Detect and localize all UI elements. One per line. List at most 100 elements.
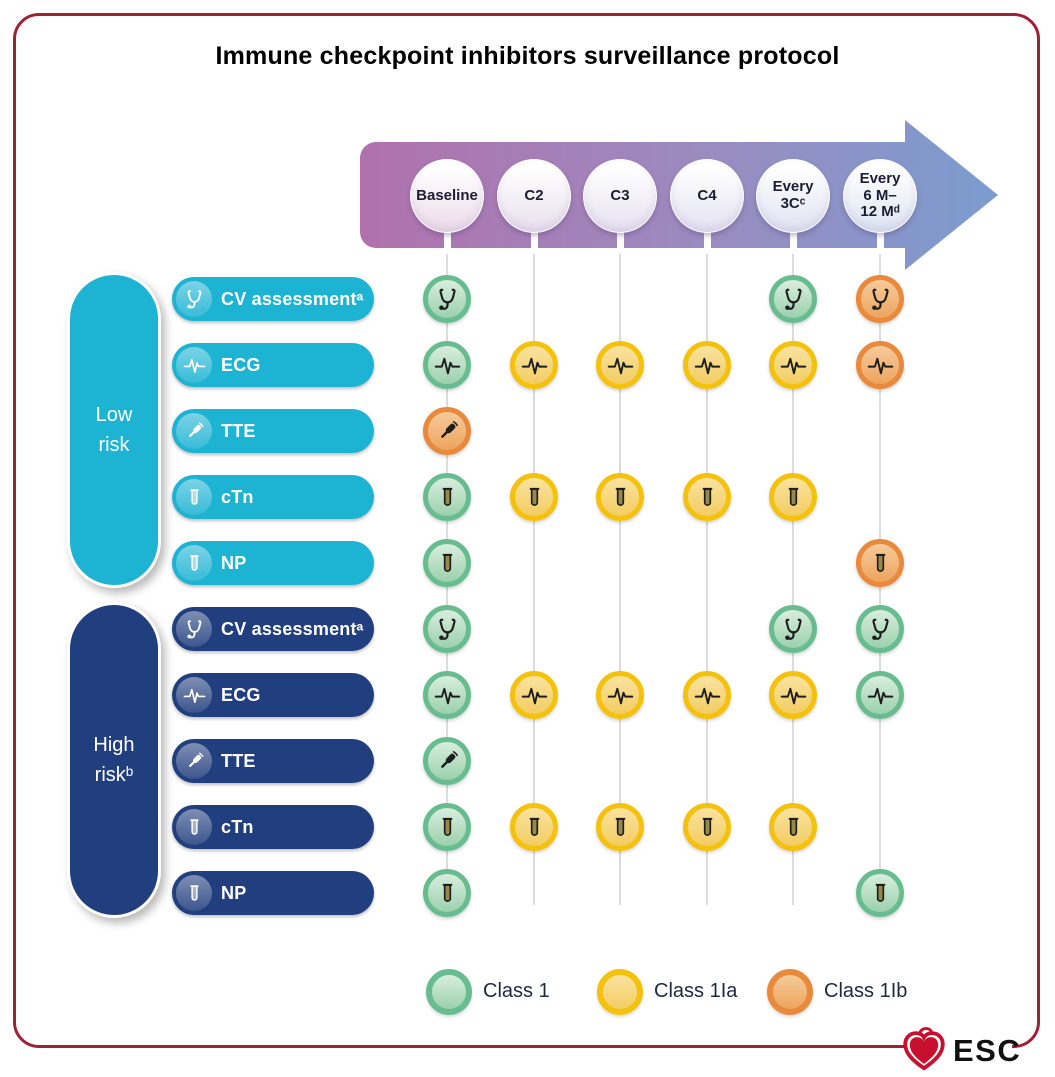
matrix-cell-class2a xyxy=(683,803,731,851)
ecg-icon xyxy=(176,677,212,713)
timeline-step-label: C3 xyxy=(610,186,630,204)
row-pill: TTE xyxy=(172,739,374,783)
timeline-stem xyxy=(703,227,711,254)
legend-dot-class2a xyxy=(597,969,643,1015)
row-pill: ECG xyxy=(172,673,374,717)
matrix-cell-class2a xyxy=(769,803,817,851)
timeline-stem xyxy=(443,227,451,254)
tube-icon xyxy=(176,809,212,845)
timeline-step: Baseline xyxy=(410,159,484,233)
matrix-cell-class1 xyxy=(769,275,817,323)
row-pill-label: TTE xyxy=(221,420,256,441)
row-pill: ECG xyxy=(172,343,374,387)
matrix-cell-class2a xyxy=(769,671,817,719)
stethoscope-icon xyxy=(176,611,212,647)
matrix-cell-class1 xyxy=(423,473,471,521)
matrix-cell-class1 xyxy=(423,275,471,323)
legend-label: Class 1 xyxy=(483,980,550,1002)
row-pill-label: cTn xyxy=(221,816,254,837)
timeline-stem xyxy=(876,227,884,254)
row-pill-label: NP xyxy=(221,552,247,573)
column-gridline xyxy=(619,252,621,905)
row-pill-label: CV assessmentᵃ xyxy=(221,288,364,309)
matrix-cell-class2a xyxy=(510,671,558,719)
timeline-step: Every 6 M– 12 Mᵈ xyxy=(843,159,917,233)
column-gridline xyxy=(533,252,535,905)
matrix-cell-class2a xyxy=(596,473,644,521)
risk-group-label: Low risk xyxy=(95,404,133,456)
timeline-step-label: C4 xyxy=(697,186,717,204)
matrix-cell-class1 xyxy=(423,737,471,785)
matrix-cell-class2a xyxy=(683,671,731,719)
matrix-cell-class1 xyxy=(423,869,471,917)
column-gridline xyxy=(792,252,794,905)
row-pill: CV assessmentᵃ xyxy=(172,607,374,651)
matrix-cell-class2a xyxy=(596,803,644,851)
matrix-cell-class2a xyxy=(769,473,817,521)
matrix-cell-class2a xyxy=(510,473,558,521)
timeline-step: C3 xyxy=(583,159,657,233)
matrix-cell-class2a xyxy=(596,341,644,389)
matrix-cell-class2b xyxy=(856,539,904,587)
matrix-cell-class2a xyxy=(510,803,558,851)
matrix-cell-class2b xyxy=(856,275,904,323)
row-pill: NP xyxy=(172,541,374,585)
row-pill: cTn xyxy=(172,805,374,849)
matrix-cell-class1 xyxy=(423,671,471,719)
row-pill-label: TTE xyxy=(221,750,256,771)
matrix-cell-class1 xyxy=(423,605,471,653)
timeline-stem xyxy=(530,227,538,254)
matrix-cell-class2a xyxy=(683,473,731,521)
row-pill: cTn xyxy=(172,475,374,519)
esc-heart-icon xyxy=(903,1027,945,1071)
timeline-step-label: Every 3Cᶜ xyxy=(772,178,814,212)
risk-group-label: High riskᵇ xyxy=(93,734,135,786)
matrix-cell-class1 xyxy=(769,605,817,653)
timeline-stem xyxy=(616,227,624,254)
esc-logo-text: ESC xyxy=(953,1033,1022,1068)
matrix-cell-class1 xyxy=(856,605,904,653)
timeline-step: Every 3Cᶜ xyxy=(756,159,830,233)
timeline-step: C2 xyxy=(497,159,571,233)
ecg-icon xyxy=(176,347,212,383)
matrix-cell-class2b xyxy=(423,407,471,455)
row-pill-label: NP xyxy=(221,882,247,903)
column-gridline xyxy=(706,252,708,905)
stethoscope-icon xyxy=(176,281,212,317)
matrix-cell-class1 xyxy=(423,539,471,587)
timeline-step-label: Every 6 M– 12 Mᵈ xyxy=(859,169,901,221)
matrix-cell-class1 xyxy=(856,869,904,917)
row-pill: CV assessmentᵃ xyxy=(172,277,374,321)
matrix-cell-class2a xyxy=(510,341,558,389)
row-pill: TTE xyxy=(172,409,374,453)
tube-icon xyxy=(176,875,212,911)
risk-capsule-high-risk: High riskᵇ xyxy=(67,602,161,918)
row-pill-label: CV assessmentᵃ xyxy=(221,618,364,639)
risk-capsule-low-risk: Low risk xyxy=(67,272,161,588)
timeline-step: C4 xyxy=(670,159,744,233)
row-pill-label: cTn xyxy=(221,486,254,507)
row-pill: NP xyxy=(172,871,374,915)
legend-label: Class 1Ia xyxy=(654,980,738,1002)
matrix-cell-class1 xyxy=(423,803,471,851)
figure-border xyxy=(13,13,1040,1048)
tube-icon xyxy=(176,479,212,515)
row-pill-label: ECG xyxy=(221,684,261,705)
matrix-cell-class2b xyxy=(856,341,904,389)
row-pill-label: ECG xyxy=(221,354,261,375)
legend-dot-class1 xyxy=(426,969,472,1015)
probe-icon xyxy=(176,413,212,449)
matrix-cell-class1 xyxy=(423,341,471,389)
figure-title: Immune checkpoint inhibitors surveillanc… xyxy=(215,42,840,70)
matrix-cell-class2a xyxy=(683,341,731,389)
matrix-cell-class2a xyxy=(596,671,644,719)
probe-icon xyxy=(176,743,212,779)
legend-dot-class2b xyxy=(767,969,813,1015)
legend-label: Class 1Ib xyxy=(824,980,908,1002)
timeline-stem xyxy=(789,227,797,254)
timeline-step-label: Baseline xyxy=(416,186,478,204)
matrix-cell-class2a xyxy=(769,341,817,389)
matrix-cell-class1 xyxy=(856,671,904,719)
tube-icon xyxy=(176,545,212,581)
